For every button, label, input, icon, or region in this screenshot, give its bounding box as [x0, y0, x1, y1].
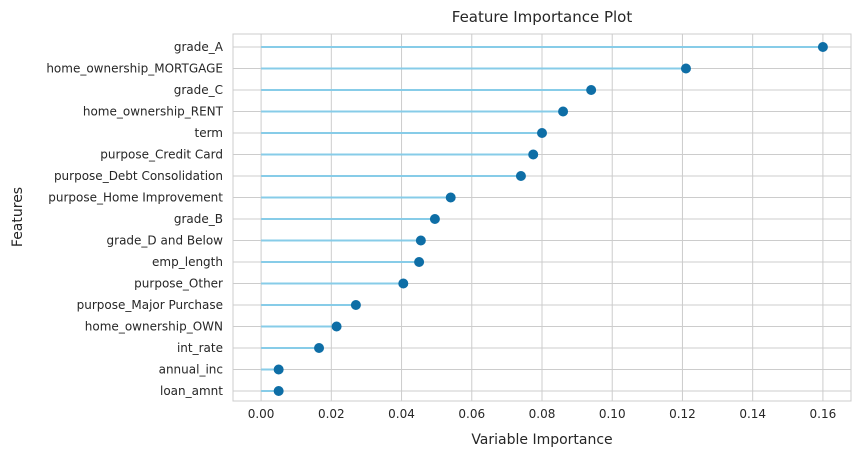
feature-label: loan_amnt — [160, 384, 223, 398]
feature-label: purpose_Debt Consolidation — [54, 169, 223, 183]
feature-label: grade_A — [174, 40, 224, 54]
importance-marker — [515, 171, 526, 181]
importance-marker — [273, 386, 284, 396]
feature-label: term — [195, 126, 224, 140]
feature-label: home_ownership_MORTGAGE — [46, 62, 223, 76]
chart-title: Feature Importance Plot — [452, 8, 633, 26]
feature-label: home_ownership_RENT — [83, 105, 224, 119]
x-tick-label: 0.16 — [810, 407, 837, 421]
importance-marker — [528, 149, 539, 160]
feature-label: int_rate — [177, 341, 223, 355]
x-axis-label: Variable Importance — [471, 432, 612, 448]
importance-marker — [586, 85, 597, 95]
feature-label: emp_length — [152, 255, 223, 269]
importance-marker — [273, 364, 284, 375]
importance-marker — [398, 278, 409, 289]
feature-label: grade_D and Below — [107, 234, 224, 248]
feature-label: grade_B — [174, 212, 223, 226]
x-tick-labels: 0.00 0.02 0.04 0.06 0.08 0.10 0.12 0.14 0.16 — [248, 407, 837, 421]
importance-marker — [537, 128, 547, 138]
x-tick-label: 0.02 — [318, 407, 345, 421]
y-axis-label: Features — [10, 187, 26, 247]
x-tick-label: 0.08 — [529, 407, 556, 421]
feature-label: purpose_Other — [134, 277, 223, 291]
x-tick-label: 0.10 — [599, 407, 626, 421]
importance-marker — [314, 343, 325, 353]
x-tick-label: 0.12 — [669, 407, 696, 421]
x-tick-label: 0.00 — [248, 407, 275, 421]
x-tick-label: 0.06 — [458, 407, 485, 421]
feature-label: annual_inc — [159, 363, 223, 377]
feature-label: home_ownership_OWN — [85, 320, 223, 334]
importance-marker — [415, 235, 426, 246]
y-tick-labels: grade_A home_ownership_MORTGAGE grade_Chom… — [46, 40, 223, 398]
importance-marker — [414, 257, 425, 267]
data-marks — [261, 42, 828, 396]
feature-label: grade_C — [174, 83, 223, 97]
feature-label: purpose_Credit Card — [100, 148, 223, 162]
importance-marker — [429, 214, 440, 224]
importance-marker — [350, 300, 361, 310]
importance-marker — [331, 321, 342, 332]
feature-label: purpose_Major Purchase — [77, 298, 223, 312]
importance-marker — [558, 106, 569, 117]
x-tick-label: 0.04 — [388, 407, 415, 421]
feature-label: purpose_Home Improvement — [48, 191, 223, 205]
importance-marker — [680, 63, 691, 74]
importance-marker — [817, 42, 828, 52]
plot-frame — [232, 33, 852, 402]
importance-marker — [445, 192, 456, 203]
x-tick-label: 0.14 — [739, 407, 766, 421]
